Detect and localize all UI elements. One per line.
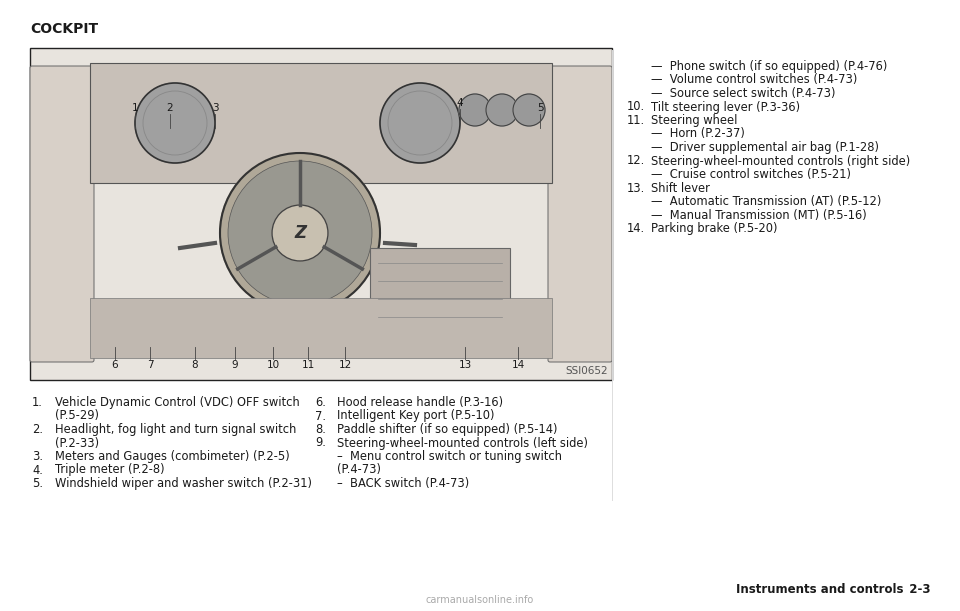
Circle shape <box>220 153 380 313</box>
Text: 8: 8 <box>192 360 199 370</box>
Text: 11.: 11. <box>627 114 645 127</box>
Text: 2.: 2. <box>32 423 43 436</box>
Text: –  BACK switch (P.4-73): – BACK switch (P.4-73) <box>337 477 469 490</box>
Text: 4.: 4. <box>32 464 43 477</box>
Text: 4: 4 <box>457 98 464 108</box>
Text: —  Automatic Transmission (AT) (P.5-12): — Automatic Transmission (AT) (P.5-12) <box>651 195 881 208</box>
Text: 6.: 6. <box>315 396 325 409</box>
Text: (P.4-73): (P.4-73) <box>337 464 381 477</box>
Text: 13: 13 <box>458 360 471 370</box>
Text: SSI0652: SSI0652 <box>565 366 608 376</box>
Text: Triple meter (P.2-8): Triple meter (P.2-8) <box>55 464 164 477</box>
Text: Meters and Gauges (combimeter) (P.2-5): Meters and Gauges (combimeter) (P.2-5) <box>55 450 290 463</box>
Text: 13.: 13. <box>627 181 645 194</box>
Circle shape <box>380 83 460 163</box>
Text: 5: 5 <box>537 103 543 113</box>
Text: —  Phone switch (if so equipped) (P.4-76): — Phone switch (if so equipped) (P.4-76) <box>651 60 887 73</box>
Circle shape <box>272 205 328 261</box>
Text: carmanualsonline.info: carmanualsonline.info <box>426 595 534 605</box>
Text: Steering-wheel-mounted controls (left side): Steering-wheel-mounted controls (left si… <box>337 436 588 450</box>
Text: —  Source select switch (P.4-73): — Source select switch (P.4-73) <box>651 87 835 100</box>
Text: (P.5-29): (P.5-29) <box>55 409 99 422</box>
Text: 3.: 3. <box>32 450 43 463</box>
Circle shape <box>459 94 491 126</box>
FancyBboxPatch shape <box>30 66 94 362</box>
Text: 8.: 8. <box>315 423 325 436</box>
Text: 14: 14 <box>512 360 524 370</box>
Bar <box>370 248 510 348</box>
Text: (P.2-33): (P.2-33) <box>55 436 99 450</box>
Text: –  Menu control switch or tuning switch: – Menu control switch or tuning switch <box>337 450 562 463</box>
Text: Instruments and controls 2-3: Instruments and controls 2-3 <box>735 583 930 596</box>
Circle shape <box>135 83 215 163</box>
Text: 10.: 10. <box>627 100 645 114</box>
Text: 9.: 9. <box>315 436 325 450</box>
Text: 7.: 7. <box>315 409 326 422</box>
FancyBboxPatch shape <box>548 66 612 362</box>
Text: COCKPIT: COCKPIT <box>30 22 98 36</box>
Text: Paddle shifter (if so equipped) (P.5-14): Paddle shifter (if so equipped) (P.5-14) <box>337 423 558 436</box>
Text: 11: 11 <box>301 360 315 370</box>
Text: Vehicle Dynamic Control (VDC) OFF switch: Vehicle Dynamic Control (VDC) OFF switch <box>55 396 300 409</box>
Circle shape <box>513 94 545 126</box>
Text: 9: 9 <box>231 360 238 370</box>
Text: —  Cruise control switches (P.5-21): — Cruise control switches (P.5-21) <box>651 168 851 181</box>
Text: Hood release handle (P.3-16): Hood release handle (P.3-16) <box>337 396 503 409</box>
Text: —  Volume control switches (P.4-73): — Volume control switches (P.4-73) <box>651 73 857 87</box>
Text: Intelligent Key port (P.5-10): Intelligent Key port (P.5-10) <box>337 409 494 422</box>
Text: 6: 6 <box>111 360 118 370</box>
Circle shape <box>228 161 372 305</box>
Text: Shift lever: Shift lever <box>651 181 709 194</box>
Text: 7: 7 <box>147 360 154 370</box>
Circle shape <box>486 94 518 126</box>
Bar <box>30 48 612 380</box>
Bar <box>90 63 552 183</box>
Text: —  Horn (P.2-37): — Horn (P.2-37) <box>651 128 745 141</box>
Text: 5.: 5. <box>32 477 43 490</box>
Text: 10: 10 <box>267 360 279 370</box>
Text: 12.: 12. <box>627 155 645 167</box>
Text: 1.: 1. <box>32 396 43 409</box>
Text: —  Driver supplemental air bag (P.1-28): — Driver supplemental air bag (P.1-28) <box>651 141 879 154</box>
Text: 2: 2 <box>167 103 174 113</box>
Text: Steering-wheel-mounted controls (right side): Steering-wheel-mounted controls (right s… <box>651 155 910 167</box>
Bar <box>90 298 552 358</box>
Text: 12: 12 <box>338 360 351 370</box>
Text: 1: 1 <box>132 103 138 113</box>
Text: 14.: 14. <box>627 222 645 235</box>
Text: Steering wheel: Steering wheel <box>651 114 737 127</box>
Text: Tilt steering lever (P.3-36): Tilt steering lever (P.3-36) <box>651 100 800 114</box>
Text: —  Manual Transmission (MT) (P.5-16): — Manual Transmission (MT) (P.5-16) <box>651 208 867 222</box>
Text: Headlight, fog light and turn signal switch: Headlight, fog light and turn signal swi… <box>55 423 297 436</box>
Text: Parking brake (P.5-20): Parking brake (P.5-20) <box>651 222 778 235</box>
Text: Windshield wiper and washer switch (P.2-31): Windshield wiper and washer switch (P.2-… <box>55 477 312 490</box>
Text: 3: 3 <box>212 103 218 113</box>
Text: Z: Z <box>294 224 306 242</box>
